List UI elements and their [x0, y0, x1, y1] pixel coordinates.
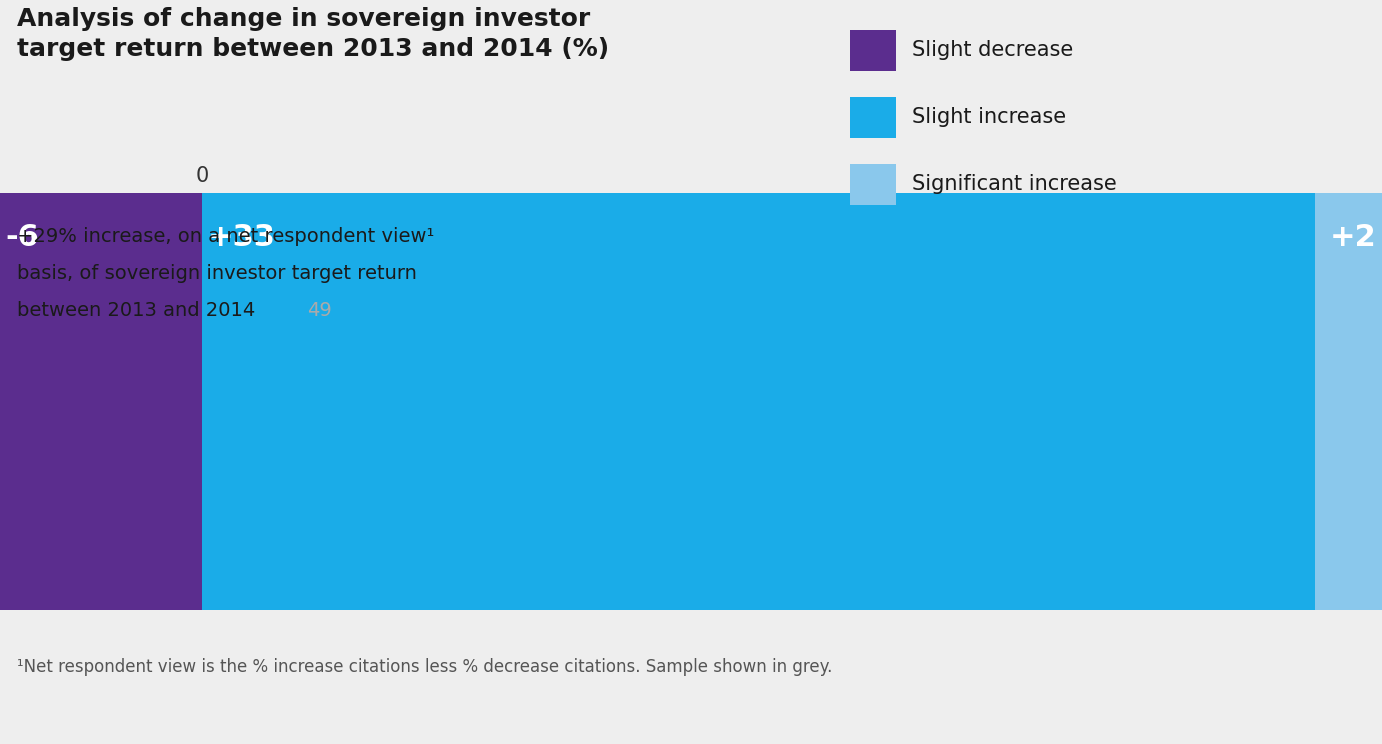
Bar [1314, 193, 1382, 610]
Text: ¹Net respondent view is the % increase citations less % decrease citations. Samp: ¹Net respondent view is the % increase c… [17, 658, 832, 676]
Text: Slight increase: Slight increase [912, 107, 1067, 127]
Text: basis, of sovereign investor target return: basis, of sovereign investor target retu… [17, 264, 416, 283]
Text: 0: 0 [196, 166, 209, 186]
Text: +29% increase, on a net respondent view¹: +29% increase, on a net respondent view¹ [17, 227, 434, 246]
Bar [0, 193, 202, 610]
Bar [202, 193, 1314, 610]
Text: 49: 49 [307, 301, 332, 321]
Text: Significant increase: Significant increase [912, 174, 1117, 194]
Text: +33: +33 [207, 222, 275, 251]
Text: -6: -6 [6, 222, 40, 251]
Text: Analysis of change in sovereign investor
target return between 2013 and 2014 (%): Analysis of change in sovereign investor… [17, 7, 608, 61]
Text: +2: +2 [1329, 222, 1376, 251]
Text: Slight decrease: Slight decrease [912, 40, 1074, 60]
Text: between 2013 and 2014: between 2013 and 2014 [17, 301, 261, 321]
